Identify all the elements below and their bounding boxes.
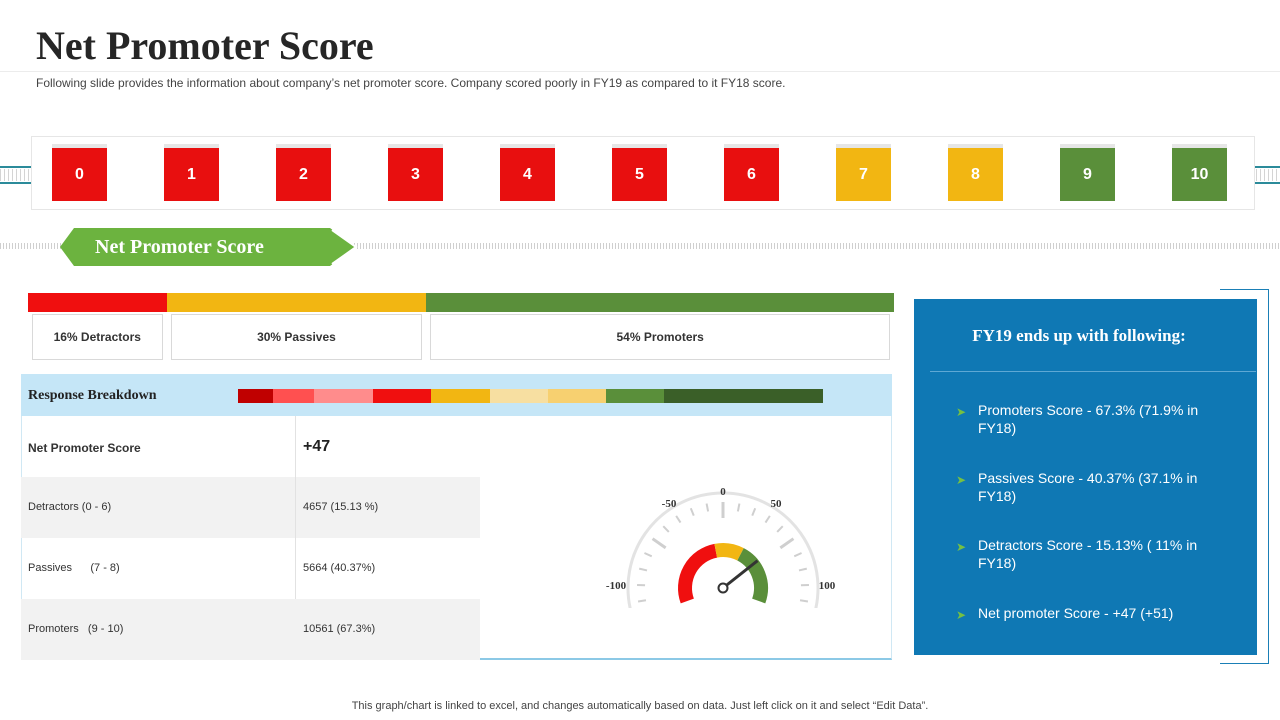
gauge-tick [637,599,647,603]
nps-gauge: -100 -50 0 50 100 [606,486,836,608]
gauge-tick [776,525,784,533]
legend-swatch [238,389,273,403]
score-box-4: 4 [500,148,555,201]
section-band [0,243,1280,249]
legend-swatch [490,389,548,403]
bullet-arrow-icon: ➤ [956,405,967,419]
bullet-arrow-icon: ➤ [956,540,967,554]
gauge-band-yellow [714,543,744,561]
fy-list-item: ➤ Net promoter Score - +47 (+51) [956,605,1174,622]
legend-swatch [273,389,314,403]
legend-swatch [431,389,490,403]
score-box-1: 1 [164,148,219,201]
fy19-summary-box [914,299,1257,655]
gauge-tick [689,507,695,517]
bullet-arrow-icon: ➤ [956,608,967,622]
gauge-band-red [678,543,718,604]
gauge-needle-hub [717,582,729,594]
gauge-band-green [736,548,768,604]
gauge-tick [736,503,741,512]
segment-label: 54% Promoters [430,314,890,360]
score-box-2: 2 [276,148,331,201]
score-box-8: 8 [948,148,1003,201]
score-box-7: 7 [836,148,891,201]
gauge-tick-label: -50 [662,498,677,510]
page-title: Net Promoter Score [36,23,374,68]
detractors-label: Detractors (0 - 6) [28,501,112,513]
score-box-10: 10 [1172,148,1227,201]
title-divider [0,71,1280,72]
segment-label: 16% Detractors [32,314,163,360]
passives-value: 5664 (40.37%) [303,562,376,574]
fy-list-item: ➤ Detractors Score - 15.13% ( 11% in FY18… [956,537,1198,571]
gauge-tick [662,525,670,533]
bullet-arrow-icon: ➤ [956,473,967,487]
fy-box-outline [1220,289,1269,664]
promoters-value: 10561 (67.3%) [303,623,376,635]
nps-label: Net Promoter Score [28,441,141,455]
gauge-tick [793,552,802,558]
gauge-tick [779,537,795,550]
gauge-tick-label: 50 [771,498,783,510]
gauge-tick [799,599,809,603]
gauge-tick [651,537,667,550]
response-color-legend [238,389,823,403]
segment-bar-fill [426,293,894,312]
promoters-label: Promoters (9 - 10) [28,623,124,635]
fy19-summary-divider [930,371,1256,372]
score-box-5: 5 [612,148,667,201]
legend-swatch [606,389,664,403]
score-box-3: 3 [388,148,443,201]
score-box-9: 9 [1060,148,1115,201]
gauge-needle [722,559,759,590]
fy19-summary-title: FY19 ends up with following: [972,326,1186,345]
score-box-6: 6 [724,148,779,201]
gauge-tick [675,515,682,524]
gauge-tick [638,567,648,572]
table-row [21,599,480,660]
gauge-tick [644,552,653,558]
legend-swatch [548,389,606,403]
gauge-tick-label: 0 [720,486,726,498]
table-row [21,477,480,538]
segment-bar-fill [166,293,427,312]
gauge-tick [705,503,710,512]
segment-label: 30% Passives [170,314,423,360]
section-arrow-shape [60,228,358,266]
legend-swatch [664,389,823,403]
nps-value: +47 [303,438,331,455]
legend-swatch [373,389,431,403]
gauge-tick [798,567,808,572]
column-divider [295,416,296,599]
footer-note: This graph/chart is linked to excel, and… [351,700,929,712]
score-scale: 0 1 2 3 4 5 6 7 8 9 10 [52,142,1232,204]
gauge-tick [764,515,771,524]
segment-bar-fill [28,293,167,312]
gauge-outer-arc [626,491,820,608]
section-arrow-label: Net Promoter Score [95,236,264,258]
fy-list-item: ➤ Passives Score - 40.37% (37.1% in FY18) [956,470,1198,504]
legend-swatch [314,389,373,403]
response-breakdown-title: Response Breakdown [28,388,157,403]
detractors-value: 4657 (15.13 %) [303,501,379,513]
score-box-0: 0 [52,148,107,201]
fy-list-item: ➤ Promoters Score - 67.3% (71.9% in FY18) [956,402,1199,436]
gauge-tick [751,507,757,517]
gauge-tick-label: -100 [606,580,627,592]
page-subtitle: Following slide provides the information… [36,76,786,90]
gauge-tick-label: 100 [819,580,836,592]
passives-label: Passives (7 - 8) [28,562,120,574]
